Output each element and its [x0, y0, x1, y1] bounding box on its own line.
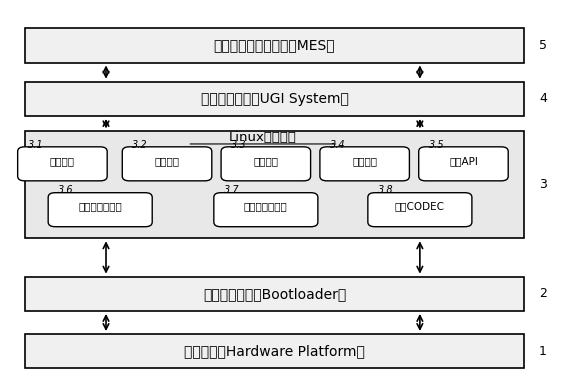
FancyBboxPatch shape	[419, 147, 508, 181]
Text: 3.8: 3.8	[378, 185, 394, 195]
Text: 3.4: 3.4	[330, 139, 345, 149]
Text: 硬件平台（Hardware Platform）: 硬件平台（Hardware Platform）	[184, 344, 365, 358]
FancyBboxPatch shape	[18, 147, 107, 181]
Text: 存储管理: 存储管理	[253, 156, 279, 166]
Text: 3.7: 3.7	[224, 185, 239, 195]
Text: 3.1: 3.1	[27, 139, 43, 149]
Text: 3: 3	[539, 178, 547, 191]
FancyBboxPatch shape	[214, 192, 318, 227]
FancyBboxPatch shape	[25, 28, 524, 62]
Text: 2: 2	[539, 287, 547, 300]
Text: 引导加载程序（Bootloader）: 引导加载程序（Bootloader）	[203, 287, 346, 301]
Text: 1: 1	[539, 345, 547, 358]
FancyBboxPatch shape	[122, 147, 212, 181]
Text: 图形用户界面（UGI System）: 图形用户界面（UGI System）	[201, 92, 349, 106]
Text: 系统API: 系统API	[449, 156, 478, 166]
FancyBboxPatch shape	[25, 131, 524, 238]
Text: 设备驱动程序集: 设备驱动程序集	[244, 202, 288, 212]
Text: Linux操作系统: Linux操作系统	[229, 131, 297, 144]
Text: 进程管理: 进程管理	[50, 156, 75, 166]
FancyBboxPatch shape	[48, 192, 152, 227]
FancyBboxPatch shape	[25, 82, 524, 116]
Text: 3.5: 3.5	[429, 139, 444, 149]
FancyBboxPatch shape	[25, 276, 524, 311]
Text: 3.6: 3.6	[58, 185, 74, 195]
FancyBboxPatch shape	[320, 147, 409, 181]
Text: 3.2: 3.2	[132, 139, 148, 149]
Text: 嵌入式制造执行系统（MES）: 嵌入式制造执行系统（MES）	[214, 38, 335, 52]
Text: 视频CODEC: 视频CODEC	[395, 202, 445, 212]
Text: 文件系统: 文件系统	[155, 156, 179, 166]
Text: 网络管理: 网络管理	[352, 156, 377, 166]
Text: 3.3: 3.3	[231, 139, 246, 149]
Text: 图形驱动函数库: 图形驱动函数库	[78, 202, 122, 212]
Text: 5: 5	[539, 39, 547, 52]
FancyBboxPatch shape	[221, 147, 311, 181]
FancyBboxPatch shape	[368, 192, 472, 227]
Text: 4: 4	[539, 92, 547, 105]
FancyBboxPatch shape	[25, 334, 524, 368]
